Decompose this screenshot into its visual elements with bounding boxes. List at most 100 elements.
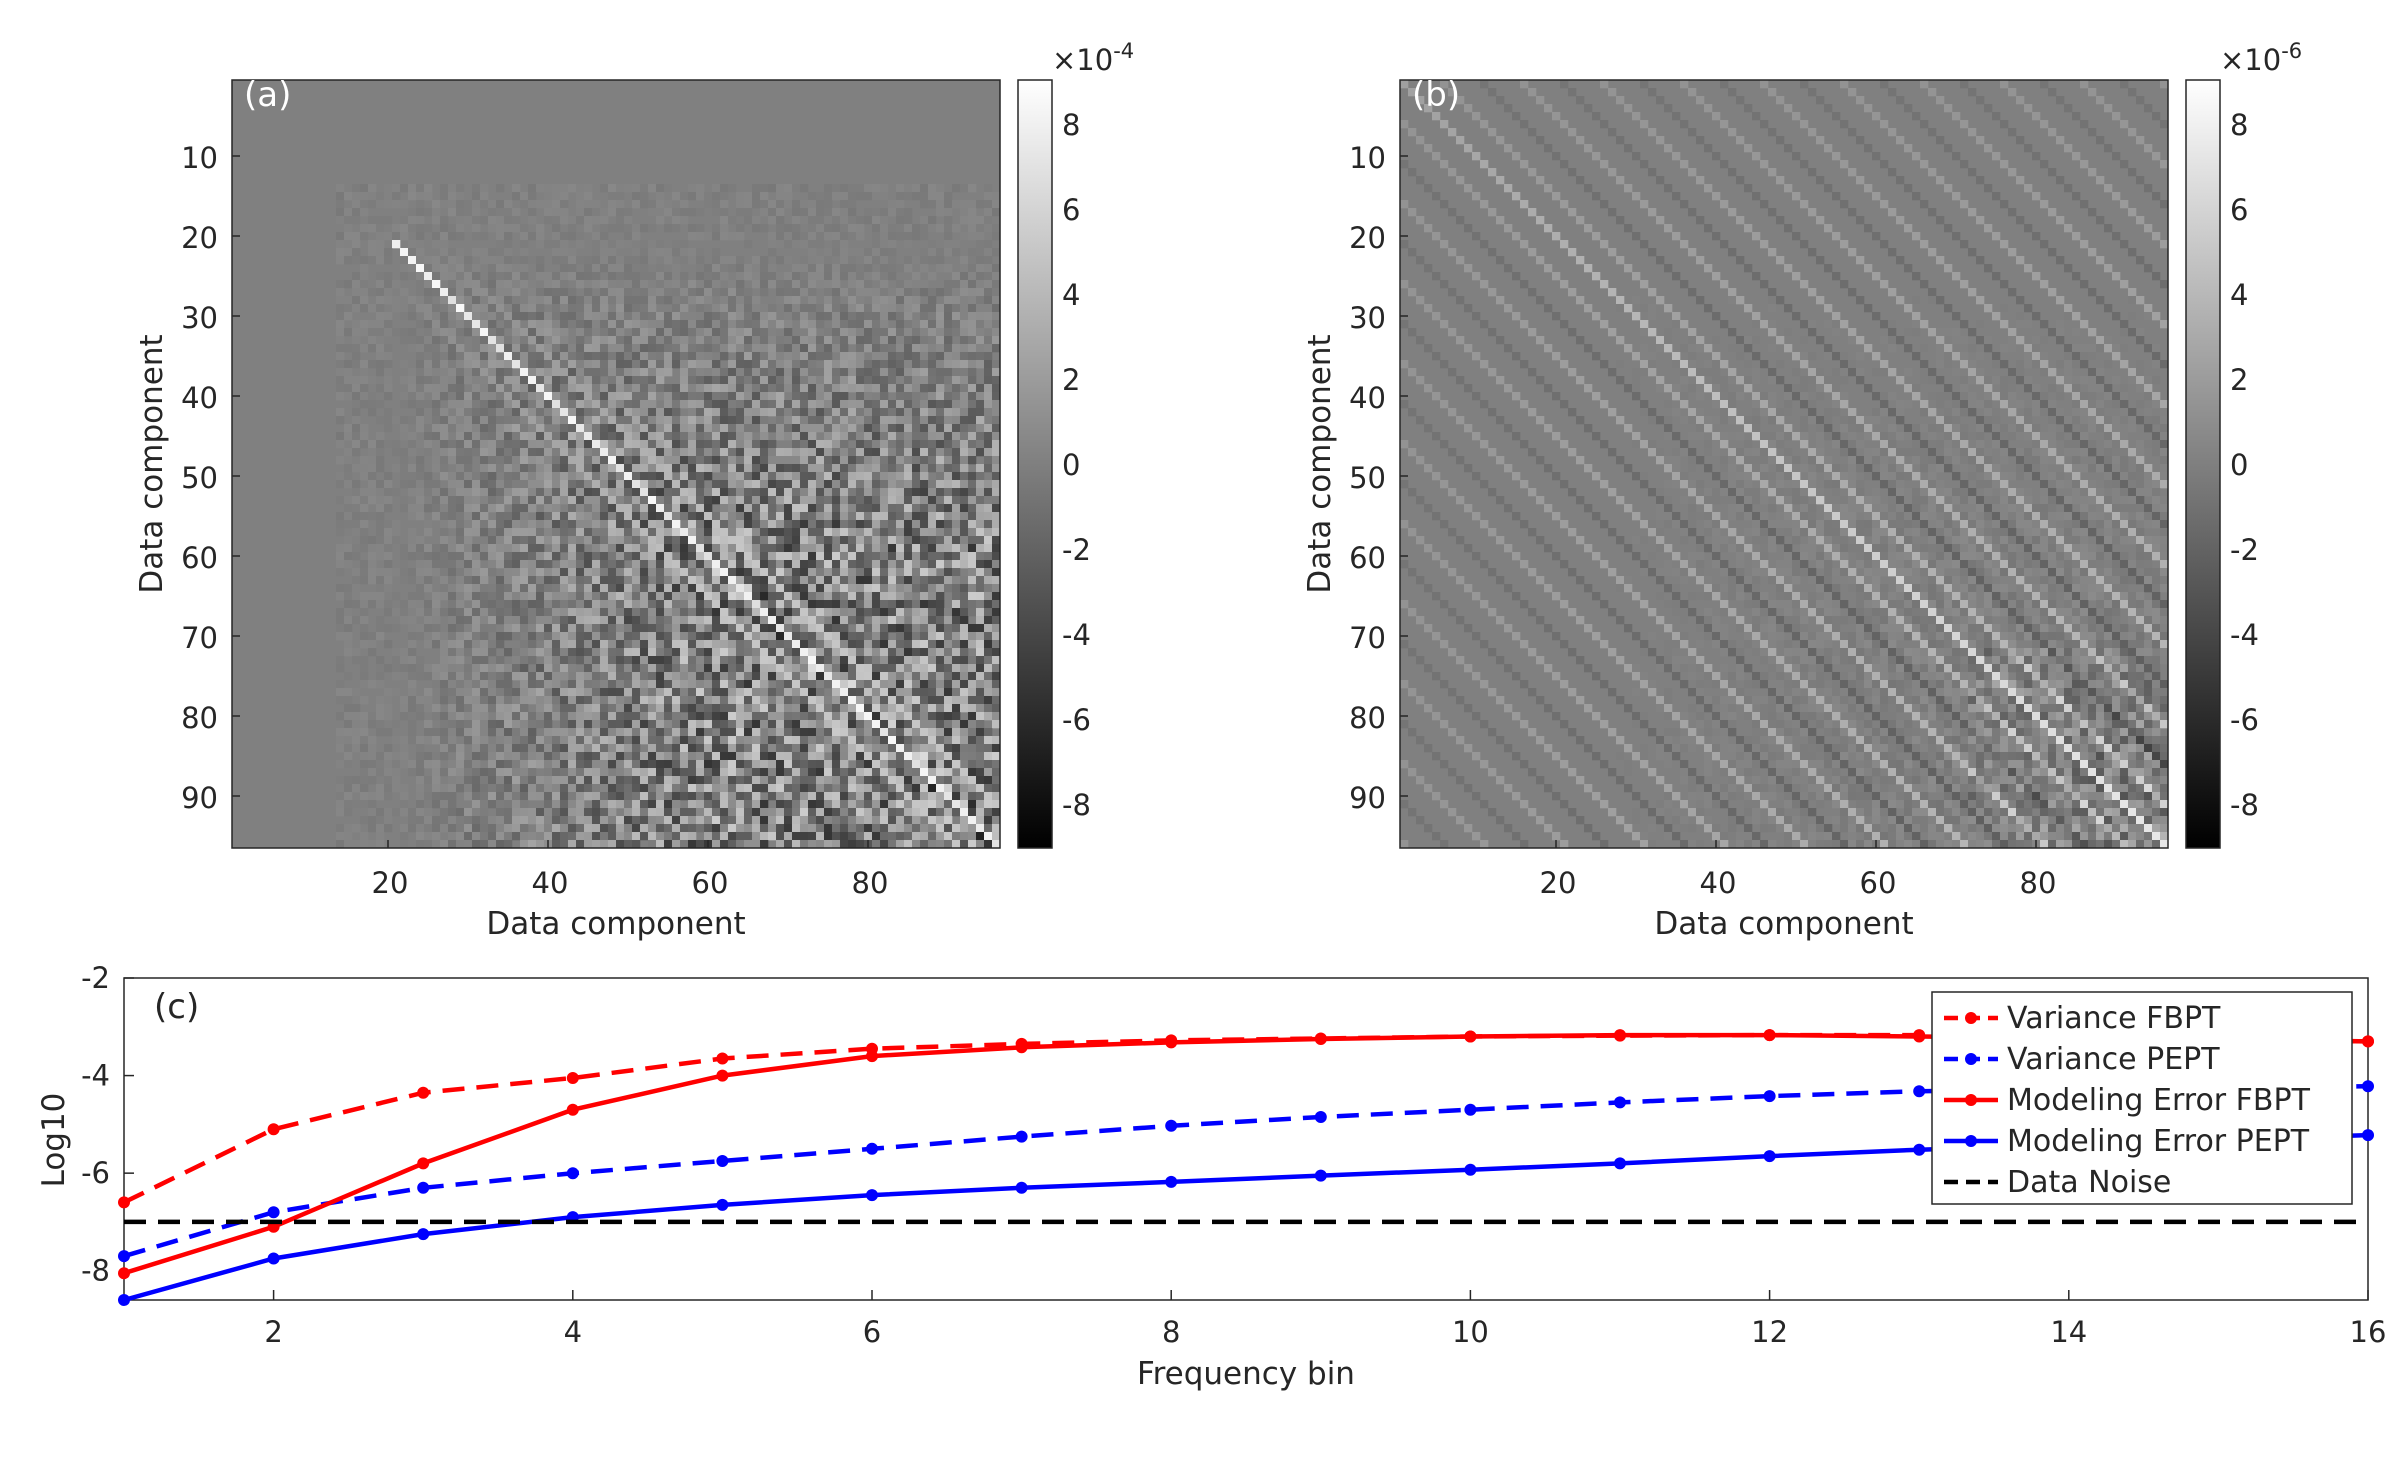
heatmap-cell [536, 616, 545, 625]
heatmap-cell [624, 264, 633, 273]
heatmap-cell [696, 664, 705, 673]
heatmap-cell [632, 504, 641, 513]
heatmap-cell [440, 336, 449, 345]
heatmap-cell [824, 400, 833, 409]
heatmap-cell [840, 184, 849, 193]
heatmap-cell [408, 344, 417, 353]
heatmap-cell [624, 608, 633, 617]
heatmap-cell [472, 272, 481, 281]
heatmap-cell [344, 720, 353, 729]
heatmap-cell [768, 648, 777, 657]
heatmap-cell [904, 648, 913, 657]
heatmap-cell [992, 288, 1001, 297]
heatmap-cell [600, 224, 609, 233]
heatmap-cell [632, 448, 641, 457]
heatmap-cell [808, 376, 817, 385]
heatmap-cell [944, 648, 953, 657]
heatmap-cell [904, 496, 913, 505]
heatmap-cell [896, 264, 905, 273]
heatmap-cell [888, 552, 897, 561]
heatmap-cell [432, 352, 441, 361]
heatmap-cell [760, 664, 769, 673]
heatmap-cell [784, 512, 793, 521]
heatmap-cell [472, 208, 481, 217]
heatmap-cell [632, 200, 641, 209]
heatmap-cell [720, 648, 729, 657]
heatmap-cell [792, 392, 801, 401]
heatmap-cell [760, 656, 769, 665]
heatmap-cell [776, 672, 785, 681]
heatmap-cell [528, 688, 537, 697]
heatmap-cell [992, 472, 1001, 481]
heatmap-cell [936, 648, 945, 657]
heatmap-cell [496, 216, 505, 225]
heatmap-cell [992, 440, 1001, 449]
heatmap-cell [968, 504, 977, 513]
heatmap-cell [688, 544, 697, 553]
heatmap-cell [960, 560, 969, 569]
heatmap-cell [736, 208, 745, 217]
heatmap-cell [776, 208, 785, 217]
heatmap-cell [408, 392, 417, 401]
heatmap-cell [680, 664, 689, 673]
heatmap-cell [392, 656, 401, 665]
heatmap-cell [968, 416, 977, 425]
heatmap-cell [968, 704, 977, 713]
heatmap-cell [456, 424, 465, 433]
heatmap-cell [528, 336, 537, 345]
heatmap-cell [552, 648, 561, 657]
heatmap-cell [504, 544, 513, 553]
heatmap-cell [840, 264, 849, 273]
heatmap-cell [512, 424, 521, 433]
heatmap-cell [480, 592, 489, 601]
heatmap-cell [472, 640, 481, 649]
heatmap-cell [880, 472, 889, 481]
heatmap-cell [736, 280, 745, 289]
heatmap-cell [664, 320, 673, 329]
heatmap-cell [616, 648, 625, 657]
heatmap-cell [840, 520, 849, 529]
heatmap-cell [680, 328, 689, 337]
heatmap-cell [544, 376, 553, 385]
heatmap-cell [768, 400, 777, 409]
heatmap-cell [976, 352, 985, 361]
heatmap-cell [888, 664, 897, 673]
heatmap-cell [640, 696, 649, 705]
heatmap-cell [912, 288, 921, 297]
heatmap-cell [368, 360, 377, 369]
heatmap-cell [384, 248, 393, 257]
heatmap-cell [896, 280, 905, 289]
heatmap-cell [344, 224, 353, 233]
heatmap-cell [704, 584, 713, 593]
heatmap-cell [848, 400, 857, 409]
heatmap-cell [816, 592, 825, 601]
heatmap-cell [520, 680, 529, 689]
heatmap-cell [664, 720, 673, 729]
heatmap-cell [496, 720, 505, 729]
heatmap-cell [752, 488, 761, 497]
heatmap-cell [944, 520, 953, 529]
heatmap-cell [440, 384, 449, 393]
heatmap-cell [512, 432, 521, 441]
heatmap-cell [656, 264, 665, 273]
heatmap-cell [720, 200, 729, 209]
heatmap-cell [560, 520, 569, 529]
heatmap-cell [608, 688, 617, 697]
heatmap-cell [464, 592, 473, 601]
heatmap-cell [912, 656, 921, 665]
heatmap-cell [928, 544, 937, 553]
heatmap-cell [752, 272, 761, 281]
heatmap-cell [728, 672, 737, 681]
heatmap-cell [448, 624, 457, 633]
heatmap-cell [384, 416, 393, 425]
heatmap-cell [936, 376, 945, 385]
heatmap-cell [456, 576, 465, 585]
heatmap-cell [568, 568, 577, 577]
heatmap-cell [528, 312, 537, 321]
heatmap-cell [872, 632, 881, 641]
heatmap-cell [456, 592, 465, 601]
heatmap-cell [432, 512, 441, 521]
heatmap-cell [696, 560, 705, 569]
heatmap-cell [760, 568, 769, 577]
heatmap-cell [456, 200, 465, 209]
